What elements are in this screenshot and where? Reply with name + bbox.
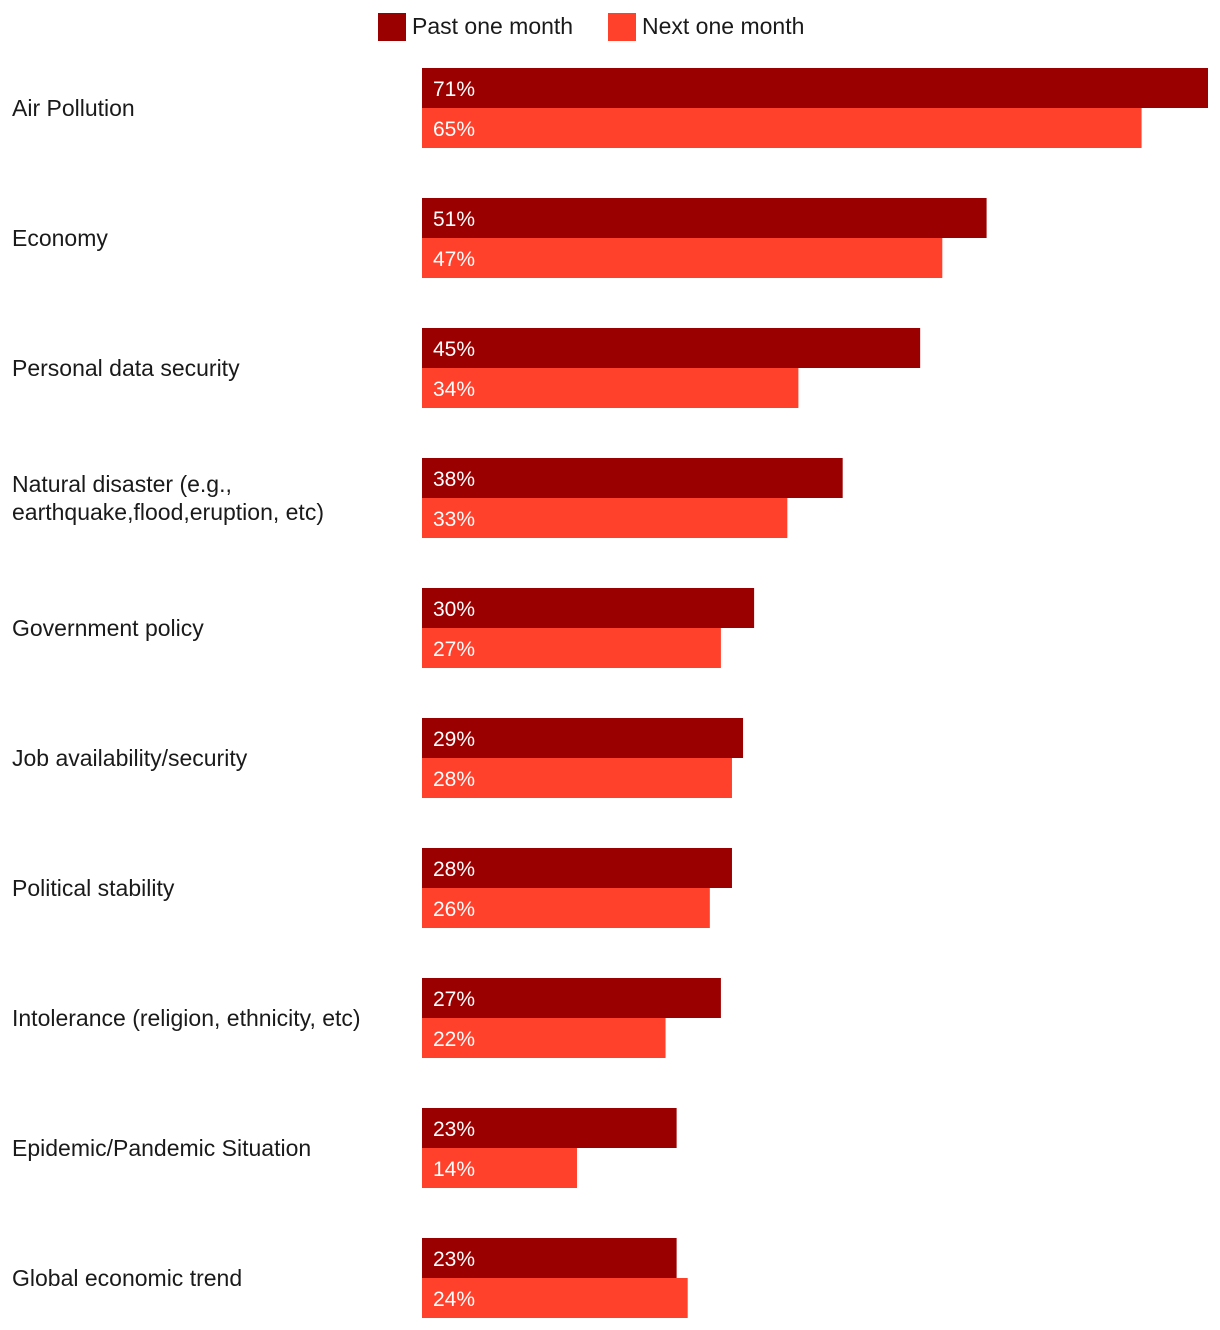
bar-past-one-month-personal-data-security bbox=[422, 328, 921, 368]
data-label-next-one-month-global-economic-trend: 24% bbox=[433, 1288, 475, 1311]
data-label-next-one-month-economy: 47% bbox=[433, 248, 475, 271]
bar-past-one-month-government-policy bbox=[422, 588, 755, 628]
data-label-past-one-month-job-availability-security: 29% bbox=[433, 728, 475, 751]
category-label-air-pollution: Air Pollution bbox=[12, 95, 135, 121]
data-label-next-one-month-intolerance-religion-ethnicity-etc: 22% bbox=[433, 1028, 475, 1051]
legend-label-past-one-month: Past one month bbox=[412, 13, 573, 39]
bar-next-one-month-political-stability bbox=[422, 888, 710, 928]
legend: Past one month Next one month bbox=[378, 13, 804, 41]
category-label-job-availability-security: Job availability/security bbox=[12, 745, 248, 771]
data-label-past-one-month-intolerance-religion-ethnicity-etc: 27% bbox=[433, 988, 475, 1011]
bar-next-one-month-economy bbox=[422, 238, 943, 278]
data-label-past-one-month-global-economic-trend: 23% bbox=[433, 1248, 475, 1271]
bar-past-one-month-economy bbox=[422, 198, 987, 238]
bar-past-one-month-epidemic-pandemic-situation bbox=[422, 1108, 677, 1148]
data-label-next-one-month-epidemic-pandemic-situation: 14% bbox=[433, 1158, 475, 1181]
category-label-global-economic-trend: Global economic trend bbox=[12, 1265, 242, 1291]
bar-next-one-month-personal-data-security bbox=[422, 368, 799, 408]
category-label-government-policy: Government policy bbox=[12, 615, 204, 641]
data-label-next-one-month-air-pollution: 65% bbox=[433, 118, 475, 141]
data-label-next-one-month-job-availability-security: 28% bbox=[433, 768, 475, 791]
data-label-next-one-month-personal-data-security: 34% bbox=[433, 378, 475, 401]
category-labels: Air Pollution Economy Personal data securi… bbox=[12, 95, 361, 1291]
data-label-past-one-month-air-pollution: 71% bbox=[433, 78, 475, 101]
legend-swatch-past-one-month bbox=[378, 13, 406, 41]
category-label-political-stability: Political stability bbox=[12, 875, 175, 901]
category-label-natural-disaster-e-g-earthquake-flood-eruption-etc: Natural disaster (e.g., earthquake,flood,… bbox=[12, 471, 324, 525]
category-label-epidemic-pandemic-situation: Epidemic/Pandemic Situation bbox=[12, 1135, 311, 1161]
legend-label-next-one-month: Next one month bbox=[642, 13, 804, 39]
data-label-next-one-month-government-policy: 27% bbox=[433, 638, 475, 661]
bar-next-one-month-job-availability-security bbox=[422, 758, 732, 798]
data-label-past-one-month-natural-disaster-e-g-earthquake-flood-eruption-etc: 38% bbox=[433, 468, 475, 491]
data-label-past-one-month-economy: 51% bbox=[433, 208, 475, 231]
bar-past-one-month-intolerance-religion-ethnicity-etc bbox=[422, 978, 721, 1018]
bar-past-one-month-job-availability-security bbox=[422, 718, 744, 758]
data-label-past-one-month-government-policy: 30% bbox=[433, 598, 475, 621]
category-label-intolerance-religion-ethnicity-etc: Intolerance (religion, ethnicity, etc) bbox=[12, 1005, 361, 1031]
bar-next-one-month-natural-disaster-e-g-earthquake-flood-eruption-etc bbox=[422, 498, 788, 538]
bar-next-one-month-intolerance-religion-ethnicity-etc bbox=[422, 1018, 666, 1058]
category-label-economy: Economy bbox=[12, 225, 108, 251]
bar-next-one-month-epidemic-pandemic-situation bbox=[422, 1148, 577, 1188]
bars: 71% 65% 51% 47% 45% 34% 38% 33% 30% 27% 29% 28% 28% 2… bbox=[422, 68, 1208, 1318]
data-label-next-one-month-natural-disaster-e-g-earthquake-flood-eruption-etc: 33% bbox=[433, 508, 475, 531]
data-label-past-one-month-personal-data-security: 45% bbox=[433, 338, 475, 361]
bar-next-one-month-air-pollution bbox=[422, 108, 1142, 148]
bar-next-one-month-government-policy bbox=[422, 628, 721, 668]
bar-past-one-month-political-stability bbox=[422, 848, 732, 888]
legend-swatch-next-one-month bbox=[608, 13, 636, 41]
bar-next-one-month-global-economic-trend bbox=[422, 1278, 688, 1318]
bar-past-one-month-natural-disaster-e-g-earthquake-flood-eruption-etc bbox=[422, 458, 843, 498]
data-label-past-one-month-political-stability: 28% bbox=[433, 858, 475, 881]
data-label-past-one-month-epidemic-pandemic-situation: 23% bbox=[433, 1118, 475, 1141]
category-label-personal-data-security: Personal data security bbox=[12, 355, 240, 381]
bar-past-one-month-air-pollution bbox=[422, 68, 1208, 108]
bar-past-one-month-global-economic-trend bbox=[422, 1238, 677, 1278]
data-label-next-one-month-political-stability: 26% bbox=[433, 898, 475, 921]
